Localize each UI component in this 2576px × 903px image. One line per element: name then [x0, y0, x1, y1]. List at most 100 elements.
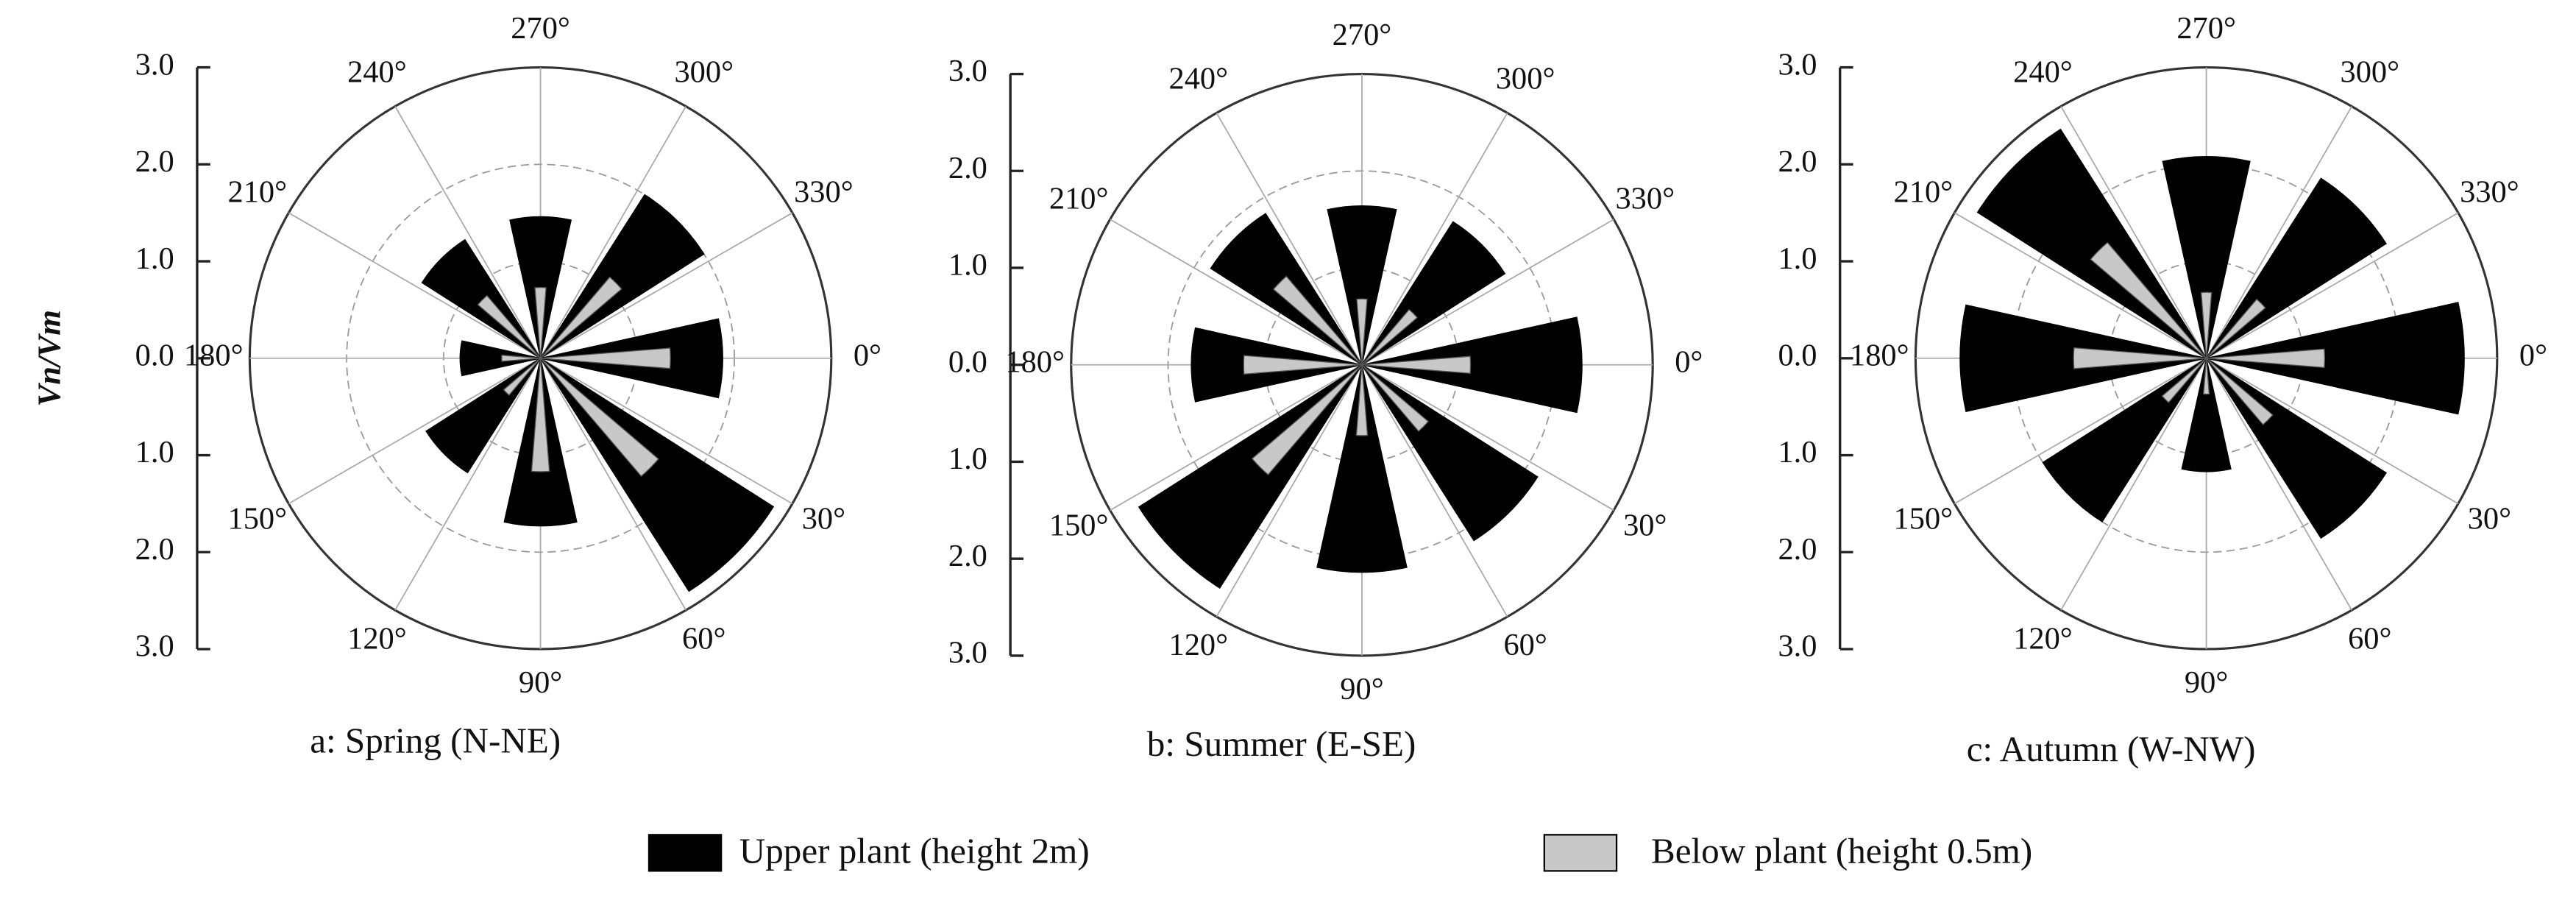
grid-spoke [2205, 106, 2352, 359]
legend-swatch [647, 834, 723, 872]
grid-spoke [394, 106, 542, 359]
angle-label: 300° [674, 55, 734, 90]
sector [1251, 364, 1363, 475]
grid-spoke [1954, 212, 2207, 359]
grid-spoke [1361, 364, 1508, 617]
sector [1316, 364, 1408, 573]
angle-label: 90° [1340, 672, 1383, 707]
y-tick-label: 3.0 [1778, 47, 1817, 82]
angle-label: 180° [1850, 339, 1909, 373]
angle-label: 30° [1623, 509, 1667, 543]
y-tick-label: 0.0 [1778, 339, 1817, 373]
angle-label: 150° [1049, 509, 1109, 543]
y-tick-label: 0.0 [948, 344, 987, 379]
angle-label: 330° [2460, 174, 2519, 209]
angle-label: 0° [854, 339, 881, 373]
y-tick-label: 1.0 [948, 248, 987, 283]
sector [1356, 298, 1368, 365]
angle-label: 240° [2013, 55, 2073, 90]
angle-label: 240° [1169, 62, 1229, 96]
sector [2206, 302, 2465, 415]
y-tick-label: 1.0 [1778, 241, 1817, 276]
caption: b: Summer (E-SE) [1147, 723, 1416, 764]
grid-spoke [2060, 358, 2207, 611]
grid-spoke [2205, 358, 2352, 611]
angle-label: 300° [2340, 55, 2399, 90]
y-tick-label: 3.0 [135, 629, 174, 664]
angle-label: 120° [2013, 621, 2073, 656]
angle-label: 60° [2348, 621, 2391, 656]
angle-label: 180° [1005, 344, 1065, 379]
grid-spoke [540, 358, 793, 505]
grid-spoke [1216, 364, 1363, 617]
angle-label: 120° [1169, 628, 1229, 662]
grid-spoke [394, 358, 542, 611]
y-tick-label: 3.0 [948, 636, 987, 670]
legend-label: Upper plant (height 2m) [739, 830, 1090, 871]
y-axis-label: Vn/Vm [31, 310, 68, 407]
angle-label: 270° [511, 11, 570, 46]
angle-label: 90° [519, 665, 562, 700]
sector [2206, 358, 2274, 425]
sector [540, 276, 622, 359]
grid-spoke [2206, 358, 2459, 505]
y-tick-label: 2.0 [135, 532, 174, 567]
sector [2073, 347, 2207, 369]
sector [2206, 298, 2266, 359]
angle-label: 300° [1496, 62, 1555, 96]
angle-label: 270° [1333, 18, 1392, 52]
angle-label: 120° [347, 621, 407, 656]
grid-spoke [288, 358, 542, 505]
y-tick-label: 1.0 [1778, 435, 1817, 470]
sector [540, 358, 659, 478]
y-tick-label: 0.0 [135, 339, 174, 373]
y-tick-label: 3.0 [135, 47, 174, 82]
sector [2200, 291, 2213, 358]
angle-label: 180° [184, 339, 244, 373]
sector [540, 347, 671, 369]
sector [459, 340, 541, 377]
angle-label: 330° [794, 174, 854, 209]
sector [534, 286, 547, 358]
legend-swatch [1543, 834, 1618, 872]
sector [477, 294, 542, 359]
sector [2206, 348, 2326, 369]
sector [1361, 308, 1419, 366]
angle-label: 270° [2176, 11, 2236, 46]
angle-label: 150° [228, 502, 288, 537]
y-tick-label: 3.0 [948, 54, 987, 88]
sector [1243, 355, 1363, 375]
grid-spoke [539, 358, 686, 611]
angle-label: 0° [1675, 344, 1703, 379]
grid-spoke [1110, 364, 1363, 511]
grid-spoke [2206, 212, 2459, 359]
caption: a: Spring (N-NE) [310, 720, 561, 761]
sector [2161, 358, 2207, 403]
y-tick-label: 1.0 [135, 241, 174, 276]
grid-spoke [1361, 219, 1614, 366]
angle-label: 30° [2468, 502, 2511, 537]
sector [2162, 156, 2251, 358]
grid-spoke [539, 106, 686, 359]
sector [2203, 358, 2210, 395]
y-tick-label: 1.0 [135, 435, 174, 470]
angle-label: 210° [228, 174, 288, 209]
sector [1361, 316, 1583, 414]
angle-label: 90° [2185, 665, 2228, 700]
sector [2181, 358, 2232, 472]
angle-label: 330° [1615, 181, 1675, 216]
angle-label: 0° [2519, 339, 2547, 373]
y-tick-label: 2.0 [948, 539, 987, 573]
angle-label: 60° [1503, 628, 1547, 662]
angle-label: 30° [802, 502, 845, 537]
legend-label: Below plant (height 0.5m) [1651, 830, 2032, 871]
sector [501, 354, 541, 362]
grid-spoke [540, 212, 793, 359]
y-tick-label: 2.0 [1778, 144, 1817, 179]
angle-label: 60° [682, 621, 725, 656]
y-tick-label: 3.0 [1778, 629, 1817, 664]
y-tick-label: 2.0 [135, 144, 174, 179]
sector [1361, 355, 1472, 375]
